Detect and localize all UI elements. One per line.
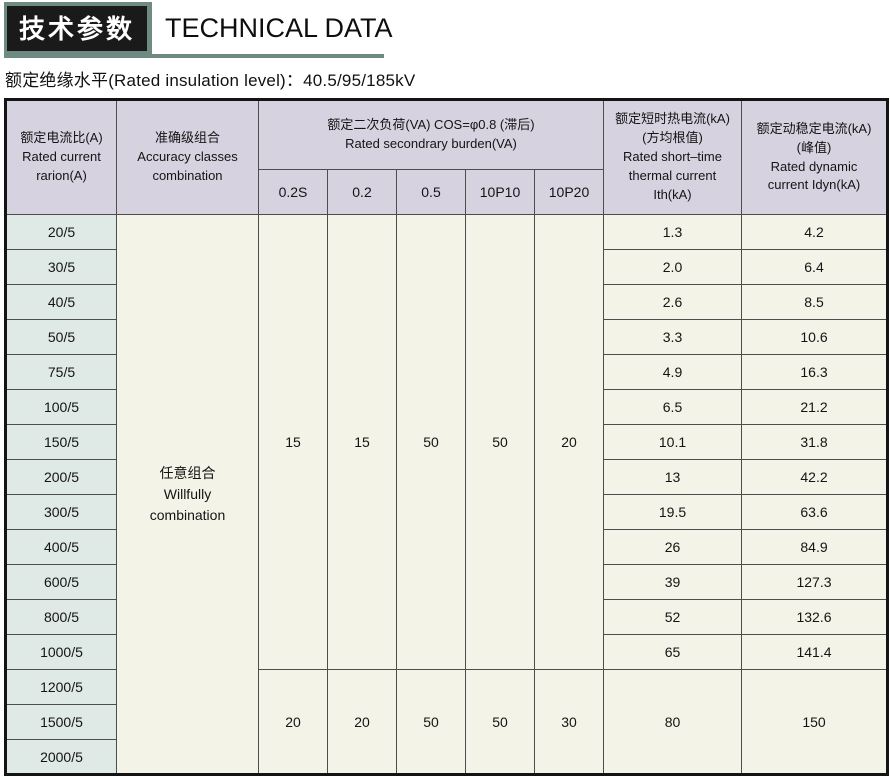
page-header: 技术参数 TECHNICAL DATA (4, 2, 393, 58)
thermal-current-cell: 52 (603, 599, 742, 635)
burden-cell-0.2s: 20 (258, 669, 328, 775)
ratio-cell: 400/5 (5, 529, 117, 565)
ratio-cell: 800/5 (5, 599, 117, 635)
ratio-cell: 30/5 (5, 249, 117, 285)
table-row: 100/5 6.5 21.2 (5, 389, 888, 425)
thermal-current-cell: 10.1 (603, 424, 742, 460)
burden-cell-0.2: 20 (327, 669, 397, 775)
header-accuracy-classes: 准确级组合 Accuracy classes combination (116, 99, 259, 215)
dynamic-current-cell: 16.3 (741, 354, 888, 390)
dynamic-current-cell: 132.6 (741, 599, 888, 635)
table-row: 50/5 3.3 10.6 (5, 319, 888, 355)
header-dynamic-current: 额定动稳定电流(kA) (峰值) Rated dynamic current I… (741, 99, 888, 215)
header-thermal-current: 额定短时热电流(kA) (方均根值) Rated short–time ther… (603, 99, 742, 215)
thermal-current-cell: 1.3 (603, 214, 742, 250)
header-row-main: 额定电流比(A) Rated current rarion(A) 准确级组合 A… (5, 99, 888, 215)
header-burden-0-5: 0.5 (396, 169, 466, 215)
ratio-cell: 2000/5 (5, 739, 117, 775)
header-burden-0-2s: 0.2S (258, 169, 328, 215)
dynamic-current-cell: 63.6 (741, 494, 888, 530)
ratio-cell: 300/5 (5, 494, 117, 530)
header-secondary-burden-group: 额定二次负荷(VA) COS=φ0.8 (滞后) Rated secondrar… (258, 99, 604, 170)
table-row: 400/5 26 84.9 (5, 529, 888, 565)
table-row: 600/5 39 127.3 (5, 564, 888, 600)
ratio-cell: 50/5 (5, 319, 117, 355)
header-rated-current-ratio: 额定电流比(A) Rated current rarion(A) (5, 99, 117, 215)
table-body: 20/5 任意组合 Willfully combination 15 15 50 50 20… (5, 214, 888, 775)
section-tag-label: 技术参数 (7, 6, 148, 51)
ratio-cell: 75/5 (5, 354, 117, 390)
table-row: 800/5 52 132.6 (5, 599, 888, 635)
thermal-current-cell: 2.6 (603, 284, 742, 320)
burden-cell-10p20: 20 (534, 214, 604, 670)
header-burden-10p10: 10P10 (465, 169, 535, 215)
dynamic-current-cell: 8.5 (741, 284, 888, 320)
technical-data-table: 额定电流比(A) Rated current rarion(A) 准确级组合 A… (4, 98, 889, 776)
header-row-burden-classes: 0.2S 0.2 0.5 10P10 10P20 (6, 169, 888, 215)
burden-cell-0.2: 15 (327, 214, 397, 670)
thermal-current-cell: 80 (603, 669, 742, 775)
dynamic-current-cell: 42.2 (741, 459, 888, 495)
page-title: TECHNICAL DATA (165, 12, 393, 43)
table-row: 200/5 13 42.2 (5, 459, 888, 495)
dynamic-current-cell: 31.8 (741, 424, 888, 460)
burden-cell-10p10: 50 (465, 214, 535, 670)
ratio-cell: 1200/5 (5, 669, 117, 705)
burden-cell-10p20: 30 (534, 669, 604, 775)
dynamic-current-cell: 6.4 (741, 249, 888, 285)
insulation-level-line: 额定绝缘水平(Rated insulation level)：40.5/95/1… (5, 71, 416, 90)
thermal-current-cell: 26 (603, 529, 742, 565)
ratio-cell: 150/5 (5, 424, 117, 460)
dynamic-current-cell: 4.2 (741, 214, 888, 250)
table-row: 150/5 10.1 31.8 (5, 424, 888, 460)
table-row: 1200/5 20 20 50 50 30 80 150 (5, 669, 888, 775)
ratio-cell: 100/5 (5, 389, 117, 425)
dynamic-current-cell: 84.9 (741, 529, 888, 565)
table-header: 额定电流比(A) Rated current rarion(A) 准确级组合 A… (5, 99, 888, 215)
dynamic-current-cell: 127.3 (741, 564, 888, 600)
ratio-cell: 200/5 (5, 459, 117, 495)
dynamic-current-cell: 150 (741, 669, 888, 775)
table-row: 40/5 2.6 8.5 (5, 284, 888, 320)
thermal-current-cell: 13 (603, 459, 742, 495)
header-burden-0-2: 0.2 (327, 169, 397, 215)
ratio-cell: 20/5 (5, 214, 117, 250)
ratio-cell: 1000/5 (5, 634, 117, 670)
thermal-current-cell: 19.5 (603, 494, 742, 530)
dynamic-current-cell: 21.2 (741, 389, 888, 425)
burden-cell-10p10: 50 (465, 669, 535, 775)
thermal-current-cell: 39 (603, 564, 742, 600)
table-row: 20/5 任意组合 Willfully combination 15 15 50 50 20… (5, 214, 888, 775)
thermal-current-cell: 3.3 (603, 319, 742, 355)
ratio-cell: 40/5 (5, 284, 117, 320)
section-tag: 技术参数 (4, 2, 153, 54)
dynamic-current-cell: 10.6 (741, 319, 888, 355)
ratio-cell: 1500/5 (5, 704, 117, 740)
table-row: 1000/5 65 141.4 (5, 634, 888, 670)
accuracy-cell: 任意组合 Willfully combination (116, 214, 259, 775)
thermal-current-cell: 4.9 (603, 354, 742, 390)
ratio-cell: 600/5 (5, 564, 117, 600)
thermal-current-cell: 2.0 (603, 249, 742, 285)
burden-cell-0.5: 50 (396, 214, 466, 670)
table-row: 300/5 19.5 63.6 (5, 494, 888, 530)
dynamic-current-cell: 141.4 (741, 634, 888, 670)
burden-cell-0.5: 50 (396, 669, 466, 775)
thermal-current-cell: 65 (603, 634, 742, 670)
table-row: 30/5 2.0 6.4 (5, 249, 888, 285)
header-burden-10p20: 10P20 (534, 169, 604, 215)
thermal-current-cell: 6.5 (603, 389, 742, 425)
burden-cell-0.2s: 15 (258, 214, 328, 670)
